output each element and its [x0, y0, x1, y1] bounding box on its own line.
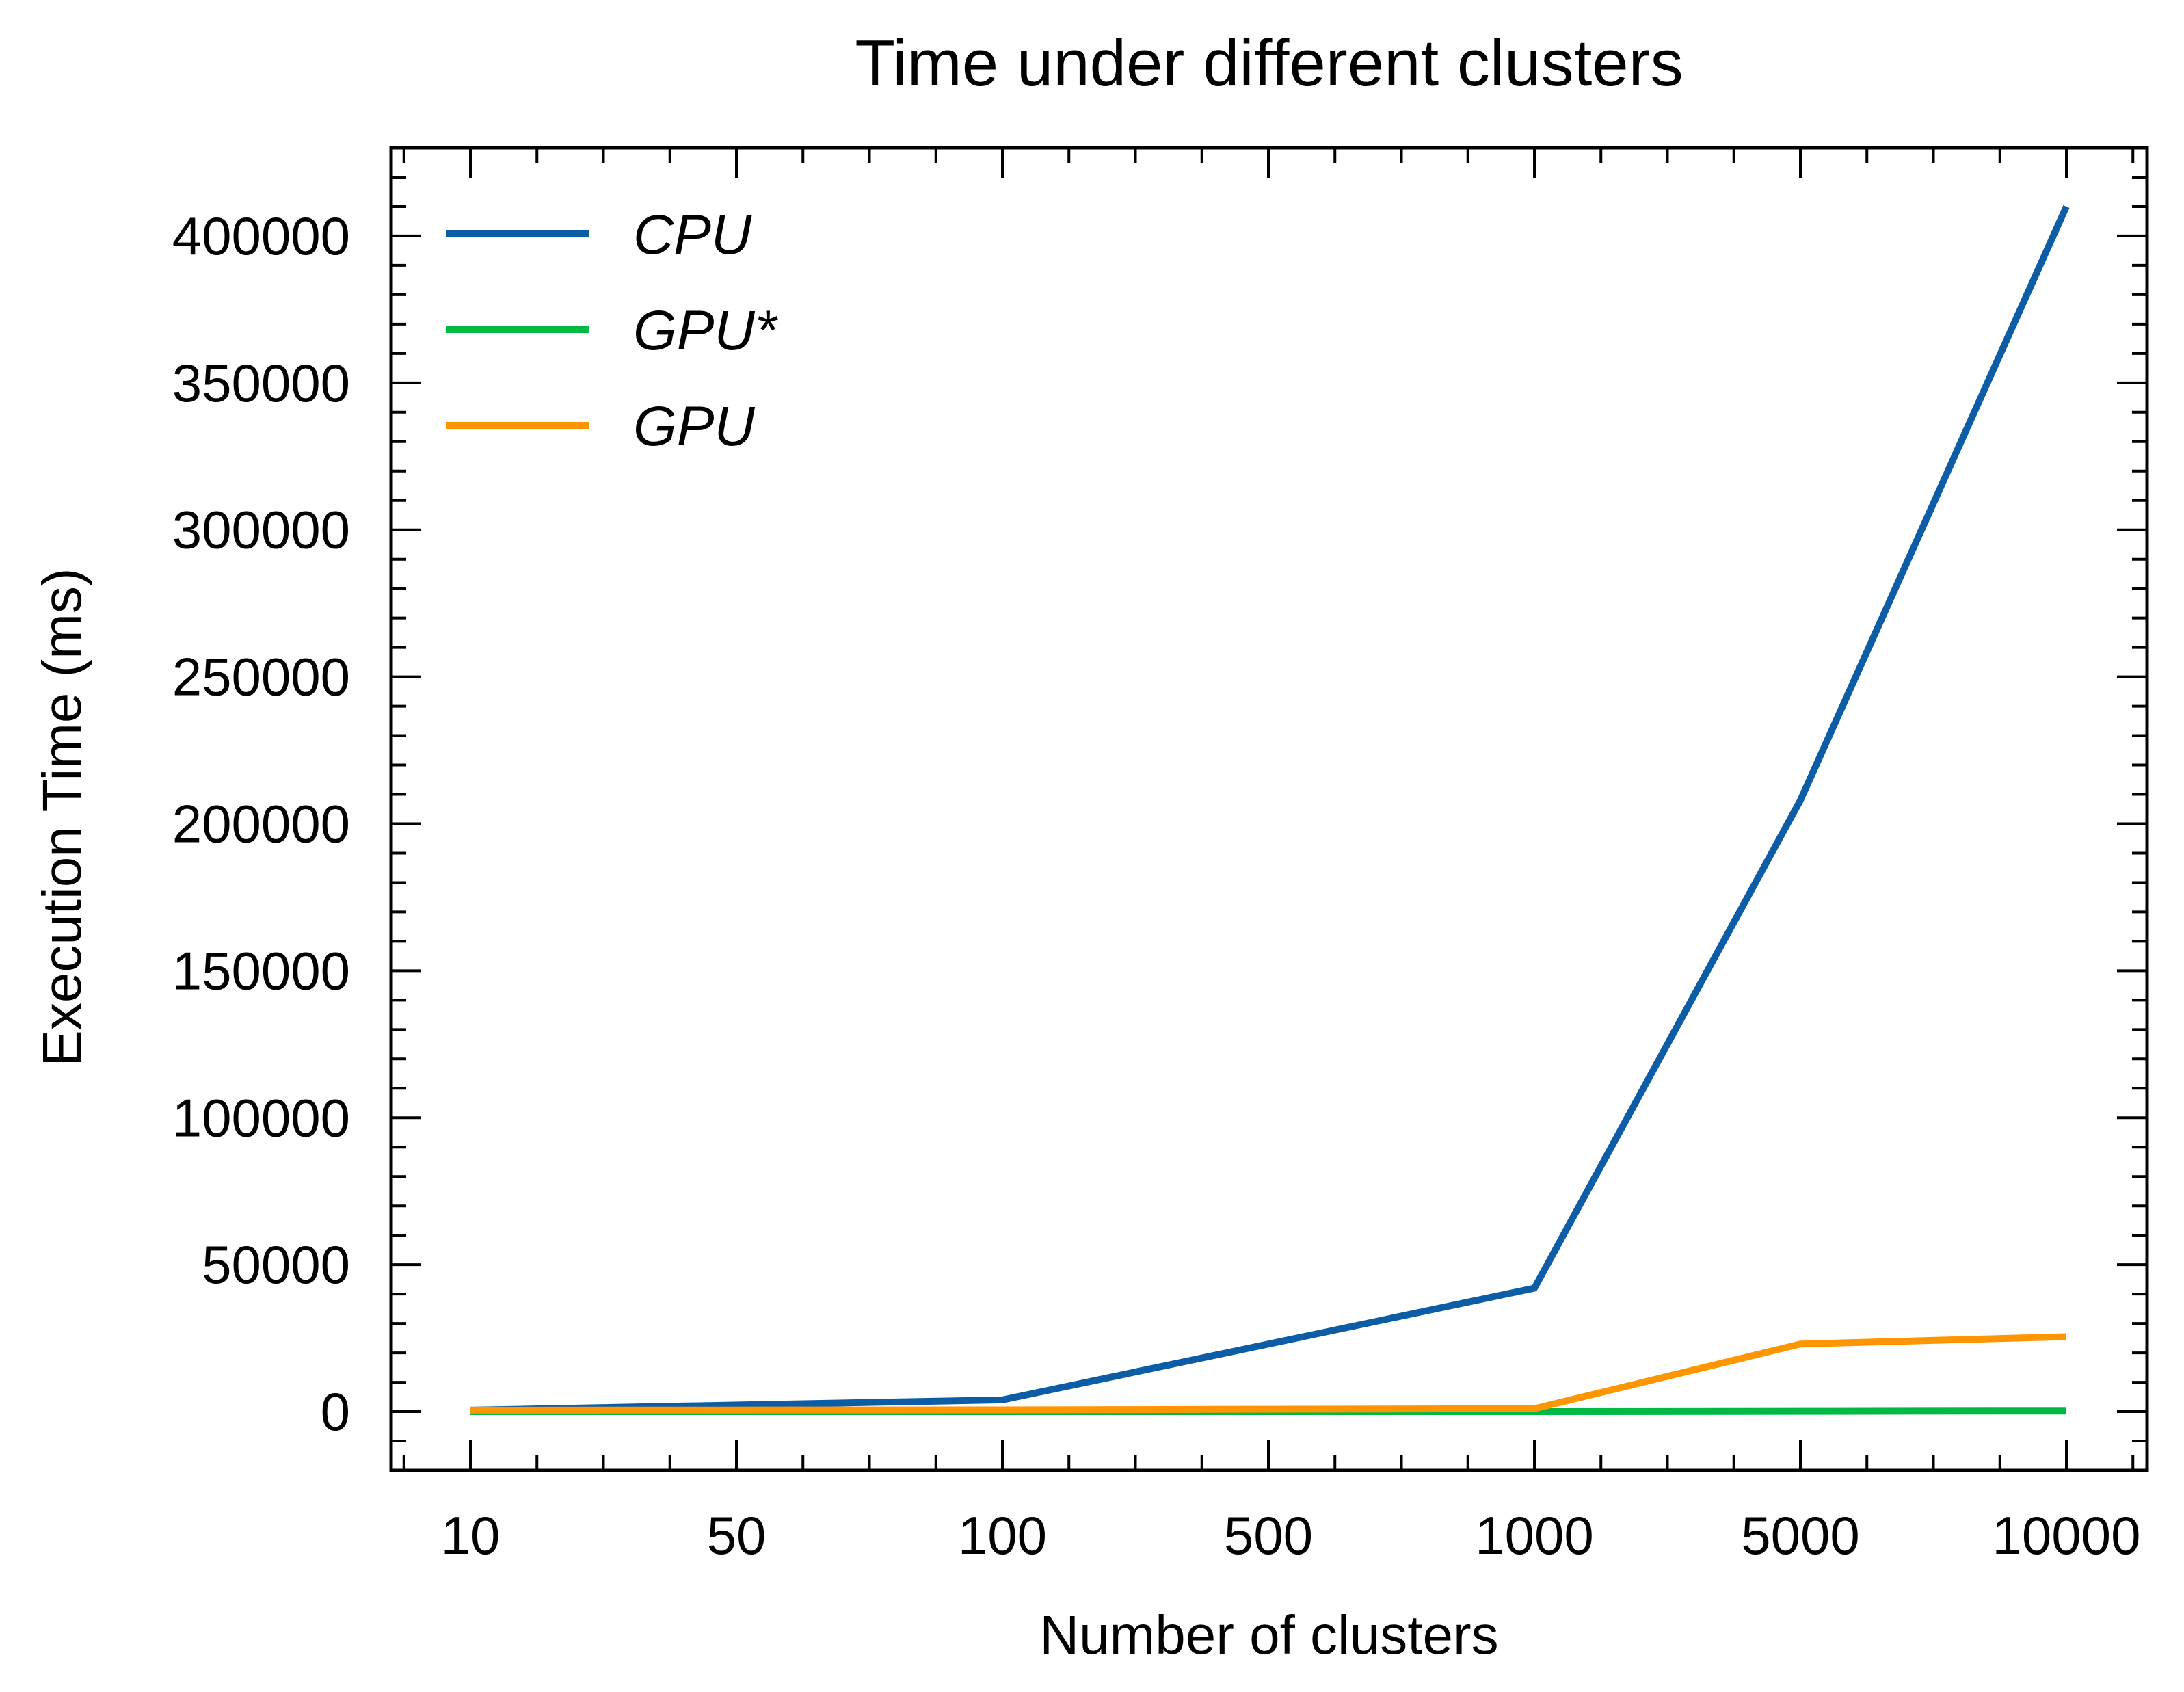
x-tick-label: 1000: [1475, 1505, 1594, 1565]
x-tick-label: 10000: [1993, 1505, 2141, 1565]
x-tick-label: 50: [707, 1505, 767, 1565]
legend: CPU GPU* GPU: [446, 204, 779, 458]
y-tick-label: 150000: [172, 940, 350, 1001]
y-axis-label: Execution Time (ms): [31, 568, 92, 1066]
y-tick-label: 0: [321, 1382, 350, 1442]
legend-label-gpu-star: GPU*: [633, 300, 779, 362]
series-lines: [470, 204, 2070, 1415]
tick-labels: 10 50 100 500 1000 5000 1000005000010000015000…: [172, 206, 2141, 1565]
y-tick-label: 350000: [172, 353, 350, 413]
plot-frame: [389, 146, 2149, 1472]
y-tick-label: 50000: [202, 1234, 350, 1295]
y-tick-label: 300000: [172, 500, 350, 560]
x-tick-label: 5000: [1741, 1505, 1860, 1565]
ticks: [391, 148, 2147, 1470]
y-tick-label: 100000: [172, 1087, 350, 1148]
y-tick-label: 200000: [172, 793, 350, 854]
series-line-gpu: [470, 1333, 2067, 1414]
chart-title: Time under different clusters: [855, 27, 1683, 100]
legend-label-gpu: GPU: [633, 395, 755, 458]
y-tick-label: 250000: [172, 647, 350, 707]
x-tick-label: 100: [958, 1505, 1047, 1565]
x-axis-label: Number of clusters: [1039, 1604, 1498, 1665]
series-line-cpu: [470, 204, 2070, 1414]
legend-label-cpu: CPU: [633, 204, 752, 266]
x-tick-label: 500: [1224, 1505, 1313, 1565]
y-tick-label: 400000: [172, 206, 350, 266]
x-tick-label: 10: [441, 1505, 501, 1565]
